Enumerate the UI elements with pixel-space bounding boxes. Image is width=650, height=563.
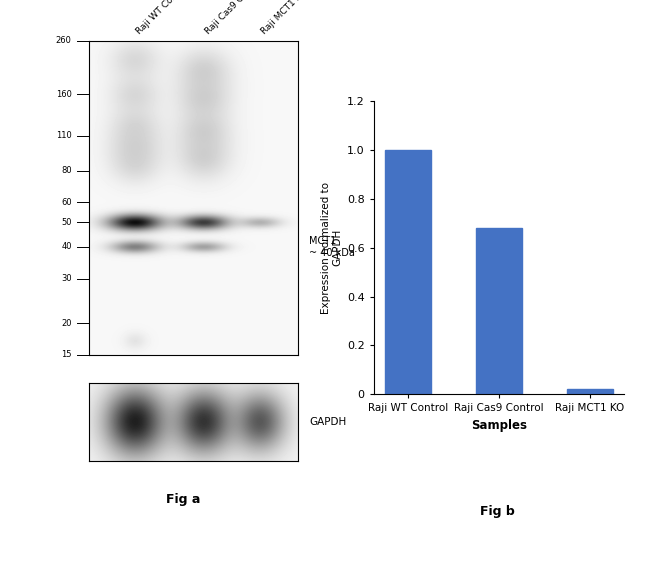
Text: 80: 80 [61, 166, 72, 175]
Text: MCT1
~ 40 kDa: MCT1 ~ 40 kDa [309, 236, 355, 258]
Text: 15: 15 [61, 350, 72, 359]
Text: 50: 50 [61, 218, 72, 227]
Text: 40: 40 [61, 243, 72, 252]
Bar [385, 150, 430, 394]
X-axis label: Samples: Samples [471, 419, 527, 432]
Text: Fig b: Fig b [480, 505, 515, 518]
Text: 260: 260 [56, 37, 72, 46]
Bar [567, 389, 612, 394]
Bar [476, 228, 521, 394]
Y-axis label: Expression normalized to
GAPDH: Expression normalized to GAPDH [321, 182, 343, 314]
Text: 110: 110 [56, 131, 72, 140]
Text: Raji WT Control: Raji WT Control [135, 0, 190, 37]
Text: Fig a: Fig a [166, 493, 200, 506]
Text: 160: 160 [56, 90, 72, 99]
Text: Raji MCT1 KO: Raji MCT1 KO [260, 0, 309, 37]
Text: 60: 60 [61, 198, 72, 207]
Text: Raji Cas9 Control: Raji Cas9 Control [203, 0, 265, 37]
Text: 20: 20 [61, 319, 72, 328]
Text: 30: 30 [61, 274, 72, 283]
Text: GAPDH: GAPDH [309, 417, 346, 427]
